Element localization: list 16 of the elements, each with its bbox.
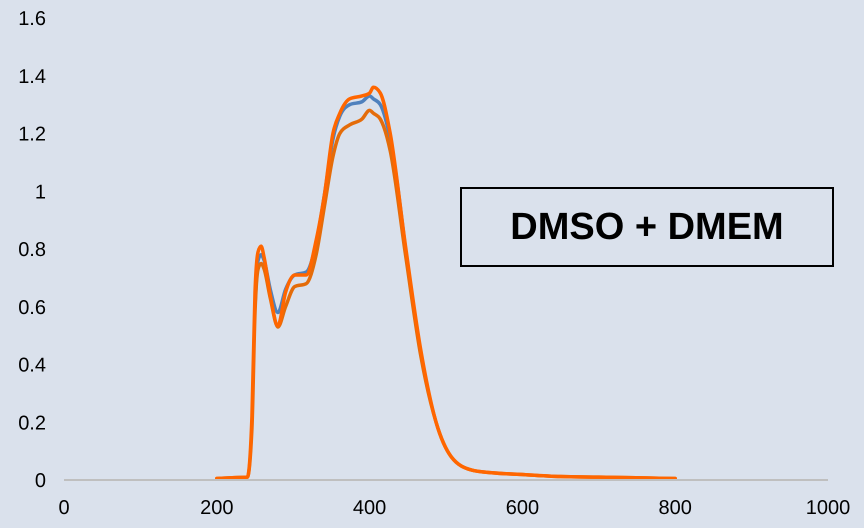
y-tick-label: 0.4	[18, 354, 46, 377]
y-tick-label: 0.2	[18, 412, 46, 434]
x-tick-label: 0	[58, 497, 70, 520]
x-tick-label: 600	[506, 497, 540, 520]
y-tick-label: 0.6	[18, 296, 46, 319]
x-tick-label: 800	[658, 497, 692, 520]
x-tick-label: 1000	[806, 497, 850, 520]
annotation: DMSO + DMEM	[460, 187, 834, 267]
x-tick-label: 400	[352, 497, 386, 520]
x-tick-label: 200	[200, 497, 234, 520]
y-tick-label: 1.6	[18, 8, 46, 30]
y-tick-label: 1	[34, 181, 46, 204]
y-tick-label: 1.2	[18, 124, 46, 146]
y-tick-label: 1.4	[18, 66, 46, 88]
y-tick-label: 0.8	[18, 239, 46, 262]
y-tick-label: 0	[34, 470, 46, 492]
